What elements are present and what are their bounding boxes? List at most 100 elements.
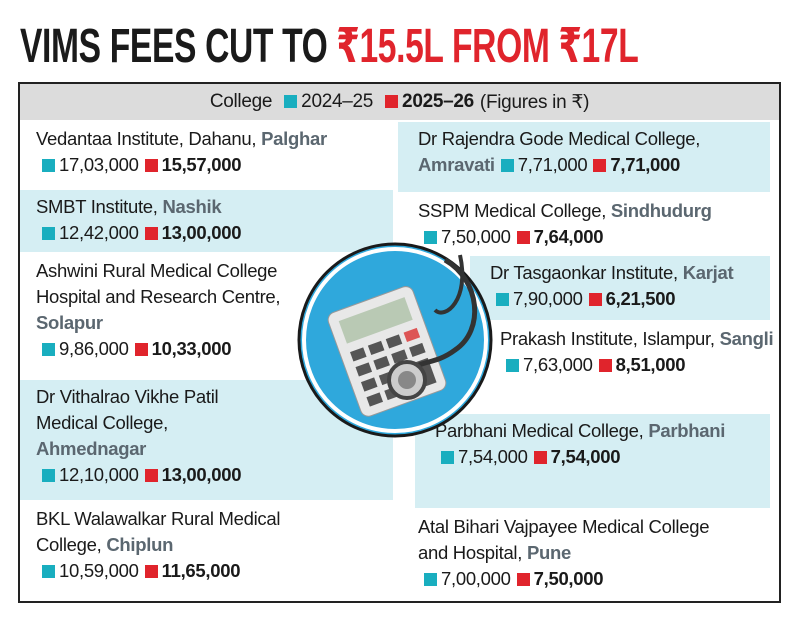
college-row: Dr Vithalrao Vikhe Patil Medical College… [20,380,393,500]
college-text: BKL Walawalkar Rural Medical College, Ch… [36,506,336,584]
swatch [144,469,158,482]
swatch [598,359,612,372]
college-row: SSPM Medical College, Sindhudurg 7,50,000… [398,194,770,254]
college-location: Amravati [418,154,495,175]
college-name: Dr Tasgaonkar Institute, [490,262,678,283]
college-row: Dr Rajendra Gode Medical College, Amrava… [398,122,770,192]
fee-2025-26: 8,51,000 [615,354,686,375]
swatch [593,159,607,172]
college-row: Atal Bihari Vajpayee Medical College and… [398,510,770,602]
swatch [134,343,148,356]
fee-2025-26: 6,21,500 [605,288,676,309]
swatch [42,565,55,578]
swatch [144,227,158,240]
swatch [506,359,519,372]
college-text: Dr Tasgaonkar Institute, Karjat 7,90,000 6… [490,260,770,312]
legend-note: (Figures in ₹) [479,91,590,113]
college-text: Ashwini Rural Medical College Hospital a… [36,258,286,362]
swatch [42,159,55,172]
college-name: BKL Walawalkar Rural Medical College, [36,508,281,555]
swatch [588,293,602,306]
legend-2025: 2025–26 [379,91,474,113]
headline-highlight: ₹15.5L FROM ₹17L [336,20,639,73]
fee-2025-26: 7,50,000 [533,568,604,589]
swatch [533,451,547,464]
legend-label: 2025–26 [402,91,474,112]
swatch [516,231,530,244]
college-text: Prakash Institute, Islampur, Sangli 7,63,… [500,326,775,378]
fee-2024-25: 9,86,000 [59,338,129,359]
swatch [385,95,399,108]
swatch [42,343,55,356]
swatch [144,159,158,172]
college-location: Nashik [162,196,222,217]
fee-2025-26: 15,57,000 [161,154,242,175]
fee-2024-25: 12,10,000 [59,464,139,485]
legend-college: College [209,91,273,112]
college-location: Chiplun [106,534,174,555]
college-row: BKL Walawalkar Rural Medical College, Ch… [20,502,393,602]
college-location: Sangli [719,328,774,349]
college-row: Ashwini Rural Medical College Hospital a… [20,254,393,378]
college-name: Dr Vithalrao Vikhe Patil Medical College… [36,386,219,433]
college-row: Parbhani Medical College, Parbhani 7,54,0… [415,414,770,508]
fee-2025-26: 7,64,000 [533,226,604,247]
swatch [42,469,55,482]
college-text: SSPM Medical College, Sindhudurg 7,50,000… [418,198,758,250]
illustration [297,242,493,438]
fee-2025-26: 11,65,000 [161,560,241,581]
swatch [500,159,514,172]
college-row: Vedantaa Institute, Dahanu, Palghar 17,03… [20,122,393,188]
fee-2025-26: 7,54,000 [550,446,621,467]
college-name: Ashwini Rural Medical College Hospital a… [36,260,281,307]
college-name: Vedantaa Institute, Dahanu, [36,128,257,149]
headline: VIMS FEES CUT TO ₹15.5L FROM ₹17L [20,18,639,74]
swatch [284,95,298,108]
college-name: SSPM Medical College, [418,200,607,221]
college-text: Atal Bihari Vajpayee Medical College and… [418,514,718,592]
college-name: Atal Bihari Vajpayee Medical College and… [418,516,710,563]
swatch [42,227,55,240]
college-name: Parbhani Medical College, [435,420,644,441]
fee-2024-25: 7,90,000 [513,288,583,309]
college-name: Dr Rajendra Gode Medical College, [418,128,701,149]
legend-label: 2024–25 [301,91,374,112]
fee-2024-25: 7,54,000 [458,446,528,467]
college-location: Pune [526,542,571,563]
fee-2024-25: 7,63,000 [523,354,593,375]
swatch [441,451,454,464]
college-text: Parbhani Medical College, Parbhani 7,54,0… [435,418,735,470]
fee-2025-26: 13,00,000 [161,222,242,243]
college-name: SMBT Institute, [36,196,158,217]
college-text: SMBT Institute, Nashik 12,42,000 13,00,000 [36,194,396,246]
fee-2024-25: 17,03,000 [59,154,139,175]
college-name: Prakash Institute, Islampur, [500,328,715,349]
fee-2024-25: 7,50,000 [441,226,511,247]
swatch [424,573,437,586]
legend-2024: 2024–25 [278,91,373,113]
college-text: Vedantaa Institute, Dahanu, Palghar 17,03… [36,126,396,178]
legend: College 2024–25 2025–26 (Figures in ₹) [20,84,779,120]
college-location: Karjat [682,262,734,283]
college-location: Sindhudurg [610,200,712,221]
college-row: Dr Tasgaonkar Institute, Karjat 7,90,000 6… [470,256,770,320]
college-text: Dr Vithalrao Vikhe Patil Medical College… [36,384,268,488]
college-location: Parbhani [648,420,726,441]
swatch [424,231,437,244]
college-text: Dr Rajendra Gode Medical College, Amrava… [418,126,758,178]
fee-2025-26: 7,71,000 [610,154,681,175]
fee-2025-26: 13,00,000 [161,464,242,485]
fee-2024-25: 10,59,000 [59,560,139,581]
college-location: Solapur [36,312,103,333]
swatch [516,573,530,586]
college-location: Ahmednagar [36,438,147,459]
fee-2024-25: 7,71,000 [517,154,588,175]
headline-main: VIMS FEES CUT TO [20,20,328,73]
frame [18,82,781,603]
college-row: Prakash Institute, Islampur, Sangli 7,63,… [480,322,780,412]
fee-2025-26: 10,33,000 [151,338,232,359]
fee-2024-25: 7,00,000 [441,568,511,589]
swatch [144,565,158,578]
fee-2024-25: 12,42,000 [59,222,139,243]
